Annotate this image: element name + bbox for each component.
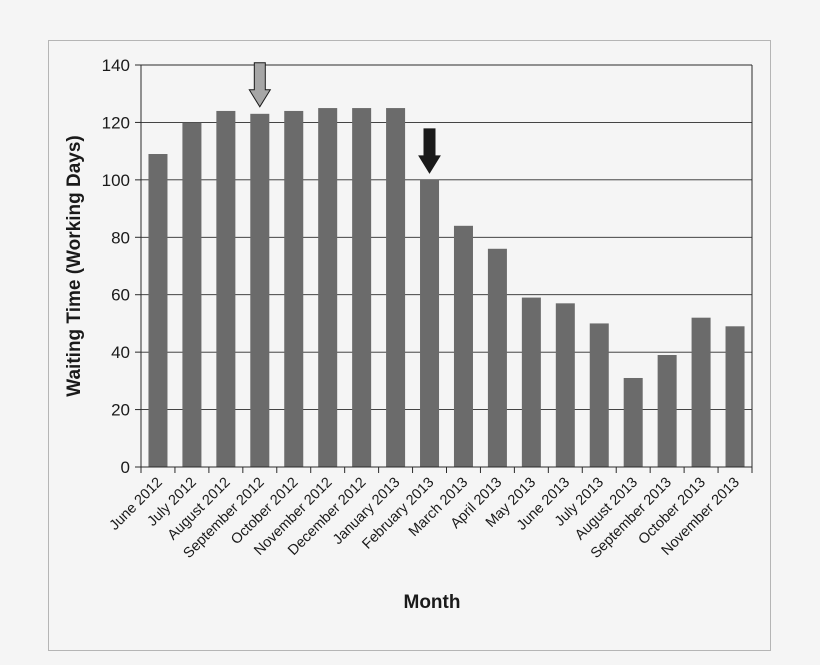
bar: [623, 377, 643, 467]
bar: [725, 326, 745, 467]
bar: [487, 248, 507, 467]
y-tick-label: 20: [111, 401, 130, 420]
y-tick-label: 140: [102, 56, 130, 75]
bar: [182, 122, 202, 467]
x-axis-title: Month: [404, 592, 461, 613]
bar: [521, 297, 541, 467]
down-arrow-icon: [248, 62, 272, 108]
y-tick-label: 100: [102, 171, 130, 190]
y-axis-title: Waiting Time (Working Days): [64, 135, 85, 396]
bar: [386, 108, 406, 468]
bar: [555, 303, 575, 467]
bar: [318, 108, 338, 468]
chart-frame: [48, 40, 771, 651]
down-arrow-icon: [418, 128, 441, 174]
y-tick-label: 80: [111, 228, 130, 247]
bar: [216, 110, 236, 467]
gridlines: [141, 64, 752, 411]
bar: [589, 323, 609, 467]
bar: [352, 108, 372, 468]
y-tick-label: 0: [121, 458, 130, 477]
y-tick-label: 120: [102, 113, 130, 132]
y-tick-labels: 0 20 40 60 80 100 120 140: [102, 56, 130, 477]
bar: [420, 179, 440, 467]
axes: [135, 64, 753, 473]
bar: [691, 317, 711, 467]
bars: [148, 108, 745, 468]
annotations: [248, 62, 441, 174]
y-tick-label: 40: [111, 343, 130, 362]
bar: [250, 113, 270, 468]
bar: [148, 154, 168, 467]
bar: [284, 110, 304, 467]
bar: [657, 355, 677, 467]
bar: [453, 225, 473, 467]
y-tick-label: 60: [111, 286, 130, 305]
